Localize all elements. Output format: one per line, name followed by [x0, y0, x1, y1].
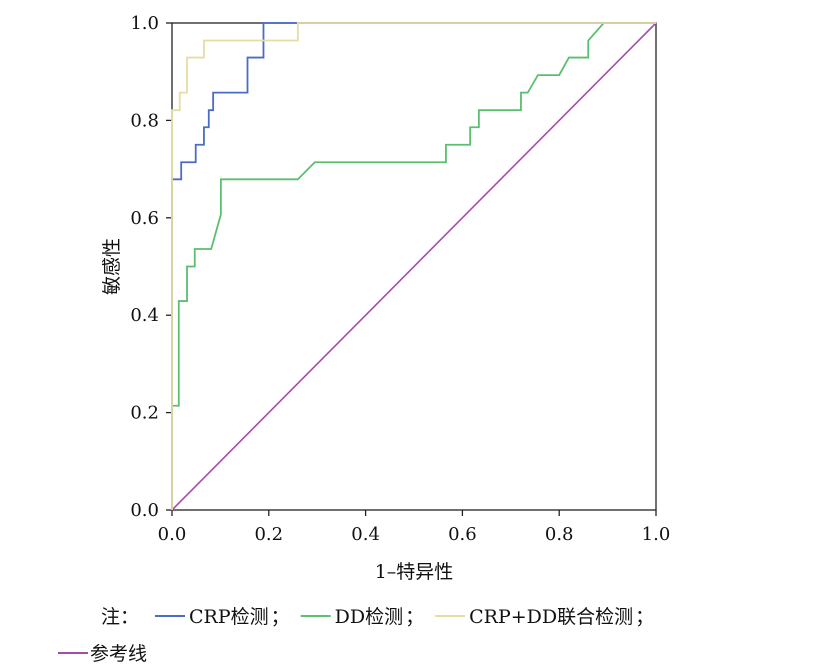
y-axis-label: 敏感性 [101, 238, 123, 295]
x-tick-label: 0.4 [351, 524, 380, 545]
y-tick-label: 1.0 [130, 13, 159, 34]
legend-label-dd: DD检测 [335, 606, 403, 628]
legend-prefix: 注： [101, 606, 139, 628]
x-tick-label: 0.0 [158, 524, 187, 545]
legend-separator: ； [271, 606, 290, 628]
legend-label-crp: CRP检测 [189, 606, 269, 628]
x-axis-label: 1–特异性 [375, 561, 454, 583]
y-tick-label: 0.0 [130, 500, 159, 521]
legend-separator: ； [405, 606, 424, 628]
series-line-crp-dd-combined [171, 22, 656, 510]
y-tick-label: 0.4 [130, 305, 159, 326]
x-tick-label: 0.2 [254, 524, 283, 545]
series-line-reference [171, 22, 657, 511]
legend-label-crp-dd-combined: CRP+DD联合检测 [469, 606, 633, 628]
x-tick-label: 0.8 [545, 524, 574, 545]
y-tick-label: 0.8 [130, 110, 159, 131]
x-tick-label: 0.6 [448, 524, 477, 545]
series-line-crp [171, 22, 656, 510]
x-tick-label: 1.0 [642, 524, 671, 545]
y-tick-label: 0.2 [130, 403, 159, 424]
series-line-dd [171, 22, 656, 510]
y-tick-label: 0.6 [130, 208, 159, 229]
legend-separator: ； [635, 606, 654, 628]
legend-label-reference: 参考线 [90, 643, 147, 665]
